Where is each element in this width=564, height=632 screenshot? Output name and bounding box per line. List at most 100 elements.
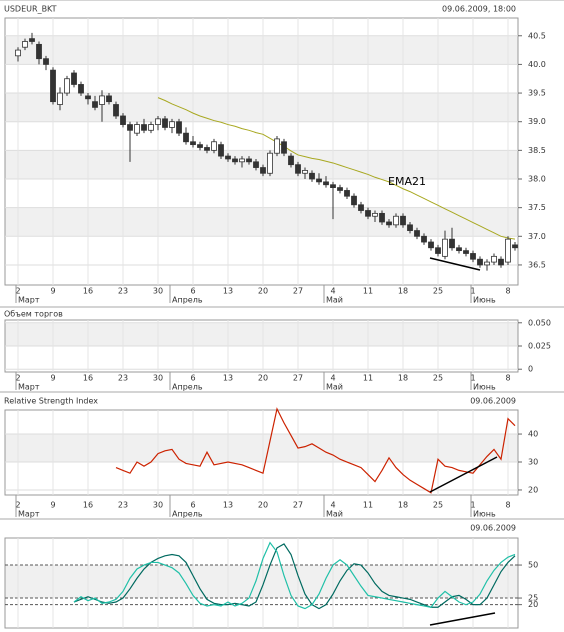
x-tick-label: 4 [330,374,335,383]
candle-body [295,164,301,174]
y-tick-label: 0.050 [528,318,551,327]
x-tick-label: 2 [15,287,20,296]
series-line [115,407,516,494]
candle-body [421,235,427,243]
candle-body [456,247,462,252]
candle-body [302,170,308,174]
candle-body [344,190,350,197]
candle-body [239,158,245,163]
panel-title: Объем торгов [4,310,63,319]
month-label: Март [18,296,40,305]
x-tick-label: 6 [190,501,195,510]
candle-body [435,247,441,254]
candle-body [211,141,217,151]
candle-body [498,258,504,266]
candle-body [505,238,511,263]
x-tick-label: 30 [153,501,163,510]
candle-body [99,95,105,105]
x-tick-label: 16 [83,287,93,296]
y-tick-label: 30 [528,458,538,467]
candle-body [36,43,42,60]
y-tick-label: 38.0 [528,175,546,184]
grid-band [5,565,518,599]
candle-body [15,49,21,57]
grid-band [5,150,518,180]
x-tick-label: 23 [118,287,128,296]
candle-body [218,144,224,157]
y-tick-label: 40.5 [528,31,546,40]
candle-body [85,95,91,100]
candle-body [169,121,175,128]
candle-body [176,121,182,134]
y-tick-label: 39.5 [528,89,546,98]
candle-body [155,118,161,125]
x-tick-label: 1 [470,501,475,510]
candle-body [414,230,420,237]
y-tick-label: 50 [528,561,538,570]
candle-body [337,187,343,191]
month-label: Июнь [473,296,496,305]
candle-body [274,138,280,154]
x-tick-label: 6 [190,374,195,383]
y-tick-label: 36.5 [528,260,546,269]
x-tick-label: 23 [118,501,128,510]
candle-body [323,181,329,186]
month-label: Апрель [172,296,203,305]
grid-band [5,93,518,122]
candle-body [365,210,371,217]
y-tick-label: 0 [528,365,533,374]
candle-body [358,204,364,211]
x-tick-label: 11 [363,287,373,296]
x-tick-label: 25 [433,374,443,383]
y-tick-label: 37.0 [528,232,546,241]
x-tick-label: 27 [293,287,303,296]
candle-body [281,141,287,154]
y-tick-label: 40 [528,430,538,439]
candle-body [141,124,147,131]
candle-body [407,224,413,231]
candle-body [57,92,63,105]
y-tick-label: 40.0 [528,60,546,69]
x-tick-label: 25 [433,501,443,510]
x-tick-label: 2 [15,374,20,383]
candle-body [50,69,56,103]
chart-title: USDEUR_BKT [4,5,57,14]
candle-body [477,258,483,266]
grid-band [5,207,518,237]
y-tick-label: 37.5 [528,203,546,212]
candle-body [113,104,119,117]
x-tick-label: 13 [223,374,233,383]
grid-band [5,35,518,65]
month-label: Май [326,510,343,519]
candle-body [253,161,259,168]
x-tick-label: 27 [293,501,303,510]
overlay-label: EMA21 [388,175,426,188]
y-tick-label: 20 [528,600,538,609]
month-label: Март [18,510,40,519]
x-tick-label: 4 [330,287,335,296]
candle-body [449,238,455,249]
candle-body [29,38,35,42]
x-tick-label: 16 [83,501,93,510]
trendline [429,257,481,271]
x-tick-label: 30 [153,374,163,383]
panel-title: Relative Strength Index [4,397,98,406]
candle-body [330,184,336,188]
candle-body [484,261,490,266]
candle-body [491,255,497,263]
candle-body [442,238,448,257]
candle-body [463,250,469,254]
x-tick-label: 11 [363,501,373,510]
month-label: Апрель [172,383,203,392]
x-tick-label: 1 [470,287,475,296]
y-tick-label: 20 [528,485,538,494]
candle-body [225,155,231,160]
candle-body [393,215,399,226]
x-tick-label: 11 [363,374,373,383]
candle-body [22,41,28,48]
candle-body [232,158,238,163]
candle-body [372,212,378,217]
panel-subtitle: 09.06.2009 [470,524,516,533]
panel-subtitle: 09.06.2009 [470,397,516,406]
